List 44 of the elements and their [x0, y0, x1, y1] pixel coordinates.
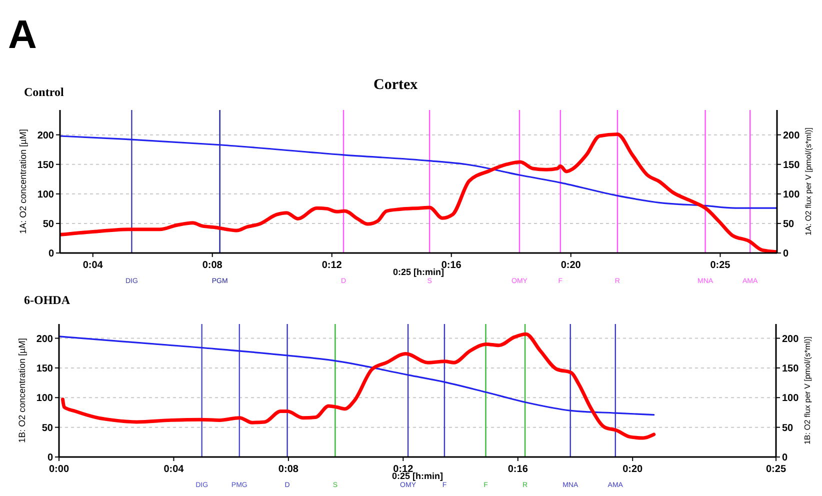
- y-tick-label: 0: [48, 248, 54, 260]
- y-tick-label: 150: [36, 363, 54, 374]
- x-tick-label: 0:00: [48, 464, 70, 475]
- x-tick-label: 0:08: [202, 260, 223, 271]
- y-tick-label: 50: [42, 422, 54, 434]
- chart-title: 6-OHDA: [24, 293, 70, 307]
- y2-axis-title: 1A: O2 flux per V [pmol/(s*ml)]: [804, 127, 813, 236]
- x-tick-label: 0:08: [278, 464, 299, 475]
- y2-tick-label: 150: [782, 363, 800, 374]
- x-tick-label: 0:16: [508, 464, 528, 475]
- x-tick-label: 0:04: [164, 464, 184, 475]
- y2-tick-label: 100: [783, 189, 800, 200]
- y-axis-title: 1B: O2 concentration [µM]: [17, 338, 27, 443]
- y2-tick-label: 0: [782, 452, 788, 464]
- y2-tick-label: 150: [783, 160, 800, 171]
- chart-title: Cortex: [374, 77, 418, 93]
- y-tick-label: 0: [47, 452, 54, 464]
- y-tick-label: 200: [37, 130, 54, 142]
- x-tick-label: 0:25: [710, 260, 731, 271]
- y2-tick-label: 200: [783, 130, 800, 142]
- y2-axis-title: 1B: O2 flux per V [pmol/(s*ml)]: [803, 336, 812, 445]
- x-tick-label: 0:12: [322, 260, 342, 271]
- y2-tick-label: 100: [782, 393, 800, 404]
- y2-tick-label: 50: [783, 218, 795, 230]
- y-tick-label: 200: [36, 334, 54, 345]
- chart-subtitle: Control: [24, 85, 64, 99]
- x-axis-title: 0:25 [h:min]: [392, 471, 444, 481]
- y2-tick-label: 200: [782, 334, 800, 345]
- line-series: [60, 135, 777, 209]
- y-tick-label: 100: [36, 393, 54, 404]
- x-axis-title: 0:25 [h:min]: [392, 267, 444, 277]
- y2-tick-label: 0: [783, 248, 789, 260]
- y-tick-label: 50: [42, 218, 54, 230]
- y-tick-label: 100: [37, 189, 54, 200]
- x-tick-label: 0:20: [560, 260, 582, 271]
- y-axis-title: 1A: O2 concentration [µM]: [18, 129, 28, 234]
- x-tick-label: 0:25: [766, 464, 786, 475]
- line-series: [59, 336, 655, 416]
- y-tick-label: 150: [37, 160, 54, 171]
- x-tick-label: 0:04: [82, 260, 104, 271]
- text: A: [8, 13, 37, 57]
- line-series: [60, 332, 656, 440]
- y2-tick-label: 50: [782, 422, 794, 434]
- x-tick-label: 0:20: [622, 464, 644, 475]
